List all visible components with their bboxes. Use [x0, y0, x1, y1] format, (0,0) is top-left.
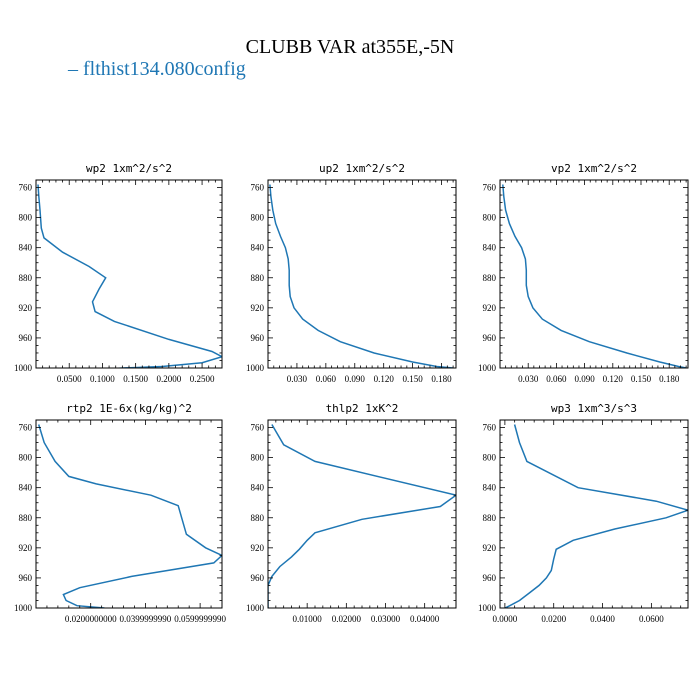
y-tick-label: 760	[19, 423, 33, 433]
y-tick-label: 1000	[246, 363, 265, 373]
y-tick-label: 760	[251, 423, 265, 433]
plot-frame	[35, 179, 223, 369]
panel-title: thlp2 1xK^2	[326, 402, 399, 415]
chart-title: CLUBB VAR at355E,-5N	[245, 36, 455, 58]
x-tick-label: 0.180	[431, 374, 452, 384]
y-tick-label: 840	[251, 243, 265, 253]
x-tick-label: 0.03000	[371, 614, 401, 624]
y-tick-label: 1000	[478, 603, 497, 613]
panel-title: wp2 1xm^2/s^2	[86, 162, 172, 175]
panel-title: rtp2 1E-6x(kg/kg)^2	[66, 402, 192, 415]
y-tick-label: 800	[19, 453, 33, 463]
y-tick-label: 800	[483, 453, 497, 463]
x-tick-label: 0.090	[345, 374, 366, 384]
x-tick-label: 0.150	[402, 374, 423, 384]
y-tick-label: 800	[19, 213, 33, 223]
y-tick-label: 800	[483, 213, 497, 223]
series-line	[502, 184, 687, 368]
x-tick-label: 0.0600	[639, 614, 664, 624]
y-tick-label: 760	[251, 183, 265, 193]
x-tick-label: 0.0200	[541, 614, 566, 624]
panel-title: up2 1xm^2/s^2	[319, 162, 405, 175]
y-tick-label: 800	[251, 213, 265, 223]
y-tick-label: 880	[19, 513, 33, 523]
y-tick-label: 880	[251, 273, 265, 283]
x-tick-label: 0.060	[546, 374, 567, 384]
plot-frame	[267, 179, 457, 369]
panel-4: rtp2 1E-6x(kg/kg)^2 760 800 840 880 920 960 100…	[14, 402, 226, 624]
y-tick-label: 760	[19, 183, 33, 193]
y-tick-label: 880	[483, 513, 497, 523]
y-tick-label: 1000	[14, 363, 33, 373]
x-tick-label: 0.01000	[293, 614, 323, 624]
y-tick-label: 760	[483, 183, 497, 193]
x-tick-label: 0.2000	[156, 374, 181, 384]
y-tick-label: 1000	[246, 603, 265, 613]
y-tick-label: 840	[19, 243, 33, 253]
y-tick-label: 880	[251, 513, 265, 523]
x-tick-label: 0.150	[631, 374, 652, 384]
y-tick-label: 1000	[478, 363, 497, 373]
x-tick-label: 0.1500	[123, 374, 148, 384]
y-tick-label: 840	[483, 483, 497, 493]
x-tick-label: 0.060	[316, 374, 337, 384]
x-tick-label: 0.0500	[57, 374, 82, 384]
y-tick-label: 960	[483, 573, 497, 583]
y-tick-label: 880	[19, 273, 33, 283]
x-tick-label: 0.0400	[590, 614, 615, 624]
panel-5: thlp2 1xK^2 760 800 840 880 920 960 1000 0.01000…	[246, 402, 457, 624]
series-line	[37, 424, 222, 608]
x-tick-label: 0.120	[374, 374, 395, 384]
y-tick-label: 840	[251, 483, 265, 493]
x-tick-label: 0.02000	[332, 614, 362, 624]
panel-1: wp2 1xm^2/s^2 760 800 840 880 920 960 1000 0.050…	[14, 162, 223, 384]
x-tick-label: 0.120	[603, 374, 624, 384]
y-tick-label: 880	[483, 273, 497, 283]
x-tick-label: 0.04000	[410, 614, 440, 624]
x-tick-label: 0.2500	[190, 374, 215, 384]
y-tick-label: 960	[251, 333, 265, 343]
x-tick-label: 0.0000	[493, 614, 518, 624]
x-tick-label: 0.1000	[90, 374, 115, 384]
x-tick-label: 0.030	[287, 374, 308, 384]
y-tick-label: 920	[19, 543, 33, 553]
y-tick-label: 960	[19, 573, 33, 583]
panel-title: vp2 1xm^2/s^2	[551, 162, 637, 175]
x-tick-label: 0.030	[518, 374, 539, 384]
panel-2: up2 1xm^2/s^2 760 800 840 880 920 960 1000 0.030…	[246, 162, 457, 384]
y-tick-label: 920	[19, 303, 33, 313]
y-tick-label: 920	[251, 303, 265, 313]
x-tick-label: 0.090	[574, 374, 595, 384]
y-tick-label: 960	[251, 573, 265, 583]
series-line	[268, 424, 456, 608]
y-tick-label: 920	[483, 303, 497, 313]
x-tick-label: 0.0200000000	[65, 614, 117, 624]
series-line	[269, 184, 454, 368]
legend-entry: – flthist134.080config	[68, 58, 246, 81]
y-tick-label: 920	[483, 543, 497, 553]
x-tick-label: 0.180	[659, 374, 680, 384]
legend-label: flthist134.080config	[83, 58, 246, 80]
plot-frame	[267, 419, 457, 609]
panel-3: vp2 1xm^2/s^2 760 800 840 880 920 960 1000 0.030…	[478, 162, 689, 384]
x-tick-label: 0.0399999990	[120, 614, 172, 624]
panel-6: wp3 1xm^3/s^3 760 800 840 880 920 960 10000.000…	[478, 402, 689, 624]
series-line	[504, 424, 688, 608]
x-tick-label: 0.0599999990	[174, 614, 226, 624]
y-tick-label: 920	[251, 543, 265, 553]
plot-frame	[499, 419, 689, 609]
y-tick-label: 960	[483, 333, 497, 343]
y-tick-label: 960	[19, 333, 33, 343]
y-tick-label: 800	[251, 453, 265, 463]
plot-frame	[35, 419, 223, 609]
series-line	[37, 184, 222, 368]
plot-frame	[499, 179, 689, 369]
legend-line: –	[68, 58, 78, 80]
y-tick-label: 840	[483, 243, 497, 253]
y-tick-label: 1000	[14, 603, 33, 613]
y-tick-label: 840	[19, 483, 33, 493]
panel-title: wp3 1xm^3/s^3	[551, 402, 637, 415]
y-tick-label: 760	[483, 423, 497, 433]
